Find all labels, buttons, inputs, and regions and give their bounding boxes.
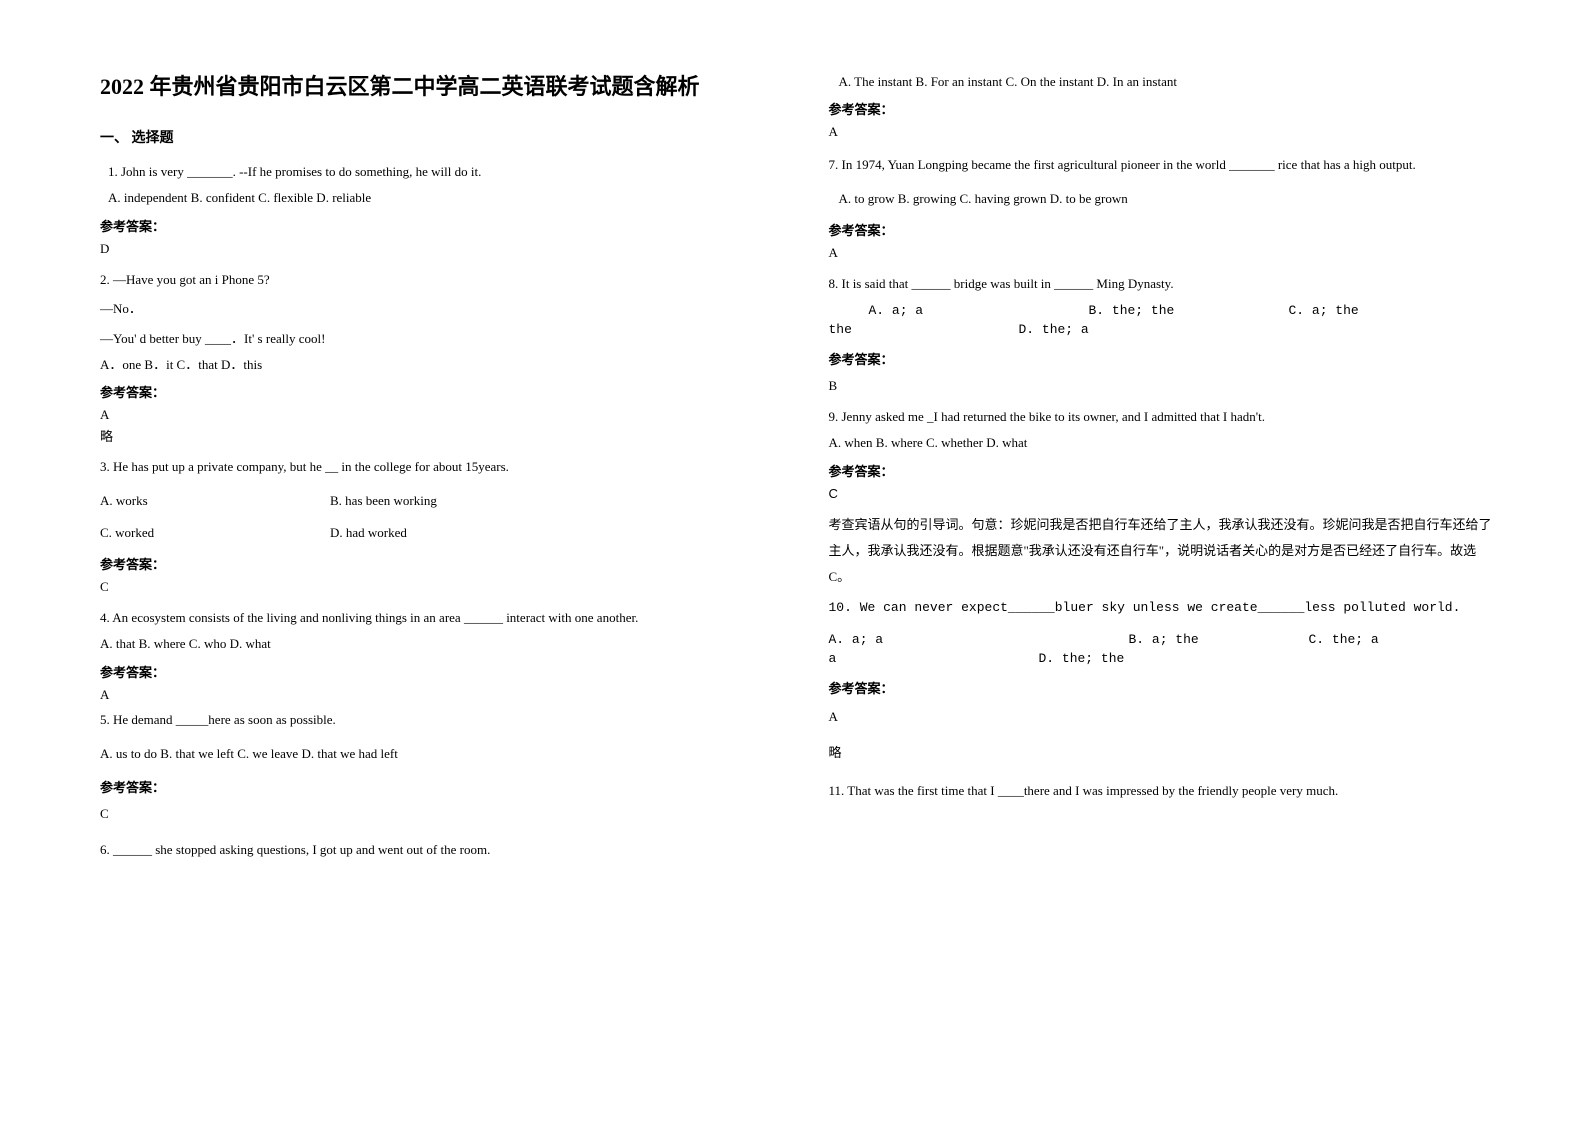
q8-optB: B. the; the xyxy=(1089,303,1289,318)
q6-options: A. The instant B. For an instant C. On t… xyxy=(829,70,1498,93)
answer-label: 参考答案： xyxy=(100,554,769,573)
q6-answer: A xyxy=(829,124,1498,140)
q7-text: 7. In 1974, Yuan Longping became the fir… xyxy=(829,151,1498,180)
q2-line3: —You' d better buy ____．It' s really coo… xyxy=(100,327,769,350)
q3-text: 3. He has put up a private company, but … xyxy=(100,455,769,478)
q11-text: 11. That was the first time that I ____t… xyxy=(829,779,1498,802)
q4-options: A. that B. where C. who D. what xyxy=(100,632,769,655)
q3-optB: B. has been working xyxy=(330,489,437,512)
q9-options: A. when B. where C. whether D. what xyxy=(829,431,1498,454)
q1-answer: D xyxy=(100,241,769,257)
q8-optA: A. a; a xyxy=(869,303,1089,318)
q10-optC: C. the; a xyxy=(1309,632,1379,647)
q9-answer: C xyxy=(829,486,1498,501)
q4-text: 4. An ecosystem consists of the living a… xyxy=(100,606,769,629)
q2-options: A．one B．it C．that D．this xyxy=(100,353,769,376)
q10-optB: B. a; the xyxy=(1129,632,1309,647)
q4-answer: A xyxy=(100,687,769,703)
q3-optA: A. works xyxy=(100,489,330,512)
q10-answer: A xyxy=(829,709,1498,725)
q3-optD: D. had worked xyxy=(330,521,407,544)
answer-label: 参考答案： xyxy=(829,220,1498,239)
answer-label: 参考答案： xyxy=(100,777,769,796)
answer-label: 参考答案： xyxy=(100,216,769,235)
answer-label: 参考答案： xyxy=(100,662,769,681)
q1-options: A. independent B. confident C. flexible … xyxy=(100,186,769,209)
q10-lue: 略 xyxy=(829,741,1498,764)
q7-answer: A xyxy=(829,245,1498,261)
q8-optD: D. the; a xyxy=(1019,322,1089,337)
answer-label: 参考答案： xyxy=(100,382,769,401)
q1-text: 1. John is very _______. --If he promise… xyxy=(100,160,769,183)
q10-optA: A. a; a xyxy=(829,632,1129,647)
q7-options: A. to grow B. growing C. having grown D.… xyxy=(829,187,1498,210)
q9-explanation: 考查宾语从句的引导词。句意：珍妮问我是否把自行车还给了主人，我承认我还没有。珍妮… xyxy=(829,512,1498,590)
q2-lue: 略 xyxy=(100,425,769,448)
q2-line2: —No． xyxy=(100,297,769,320)
q2-line1: 2. —Have you got an i Phone 5? xyxy=(100,268,769,291)
left-column: 2022 年贵州省贵阳市白云区第二中学高二英语联考试题含解析 一、 选择题 1.… xyxy=(100,70,769,1082)
right-column: A. The instant B. For an instant C. On t… xyxy=(829,70,1498,1082)
q3-optC: C. worked xyxy=(100,521,330,544)
page-container: 2022 年贵州省贵阳市白云区第二中学高二英语联考试题含解析 一、 选择题 1.… xyxy=(0,0,1587,1122)
answer-label: 参考答案： xyxy=(829,461,1498,480)
q3-answer: C xyxy=(100,579,769,595)
answer-label: 参考答案： xyxy=(829,99,1498,118)
q10-optD: D. the; the xyxy=(1039,651,1125,666)
doc-title: 2022 年贵州省贵阳市白云区第二中学高二英语联考试题含解析 xyxy=(100,70,769,103)
q2-answer: A xyxy=(100,407,769,423)
q8-optC: C. a; the xyxy=(1289,303,1359,318)
q6-text: 6. ______ she stopped asking questions, … xyxy=(100,838,769,861)
answer-label: 参考答案： xyxy=(829,678,1498,697)
q8-answer: B xyxy=(829,378,1498,394)
q5-text: 5. He demand _____here as soon as possib… xyxy=(100,708,769,731)
section-heading: 一、 选择题 xyxy=(100,127,769,147)
answer-label: 参考答案： xyxy=(829,349,1498,368)
q5-options: A. us to do B. that we left C. we leave … xyxy=(100,742,769,765)
q9-text: 9. Jenny asked me _I had returned the bi… xyxy=(829,405,1498,428)
q5-answer: C xyxy=(100,806,769,822)
q10-text: 10. We can never expect______bluer sky u… xyxy=(829,596,1498,619)
q8-text: 8. It is said that ______ bridge was bui… xyxy=(829,272,1498,295)
